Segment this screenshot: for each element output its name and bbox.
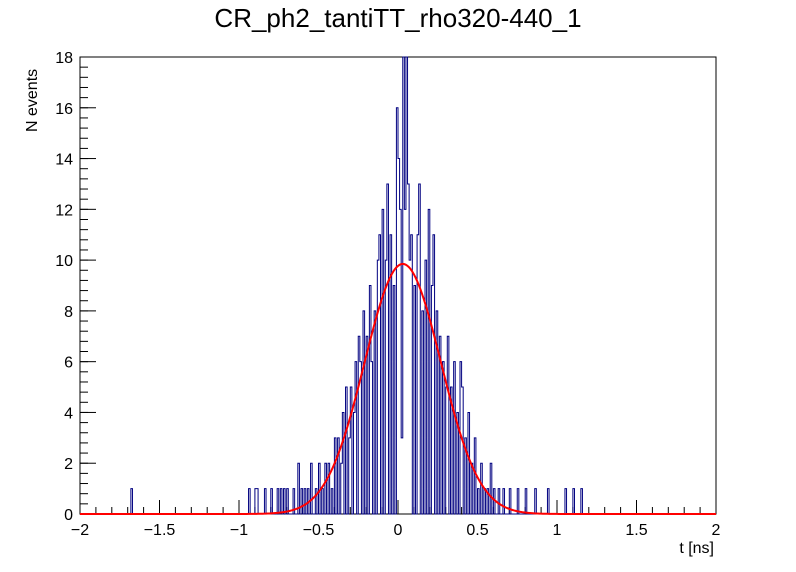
y-tick-label: 10 — [55, 253, 73, 270]
y-tick-label: 2 — [64, 456, 73, 473]
y-tick-label: 4 — [64, 405, 73, 422]
x-tick-label: −1.5 — [144, 522, 176, 539]
y-axis-label: N events — [24, 69, 41, 132]
y-axis-ticks: 0 2 4 6 8 10 12 14 16 18 — [55, 50, 96, 524]
chart-title: CR_ph2_tantiTT_rho320-440_1 — [214, 3, 582, 33]
x-axis-ticks: −2 −1.5 −1 −0.5 0 0.5 1 1.5 2 — [71, 500, 721, 539]
x-tick-label: 1 — [553, 522, 562, 539]
x-tick-label: 1.5 — [625, 522, 647, 539]
x-tick-label: −2 — [71, 522, 89, 539]
x-tick-label: 0 — [394, 522, 403, 539]
x-axis-label: t [ns] — [679, 540, 714, 557]
y-tick-label: 16 — [55, 101, 73, 118]
x-tick-label: −0.5 — [303, 522, 335, 539]
histogram-series — [80, 56, 716, 515]
y-tick-label: 0 — [64, 507, 73, 524]
x-tick-label: 0.5 — [466, 522, 488, 539]
gaussian-fit-curve — [80, 262, 716, 515]
y-tick-label: 14 — [55, 152, 73, 169]
y-tick-label: 8 — [64, 304, 73, 321]
y-axis-minor-ticks — [80, 56, 88, 515]
y-tick-label: 12 — [55, 202, 73, 219]
y-tick-label: 18 — [55, 50, 73, 67]
y-tick-label: 6 — [64, 355, 73, 372]
x-tick-label: 2 — [712, 522, 721, 539]
x-tick-label: −1 — [230, 522, 248, 539]
